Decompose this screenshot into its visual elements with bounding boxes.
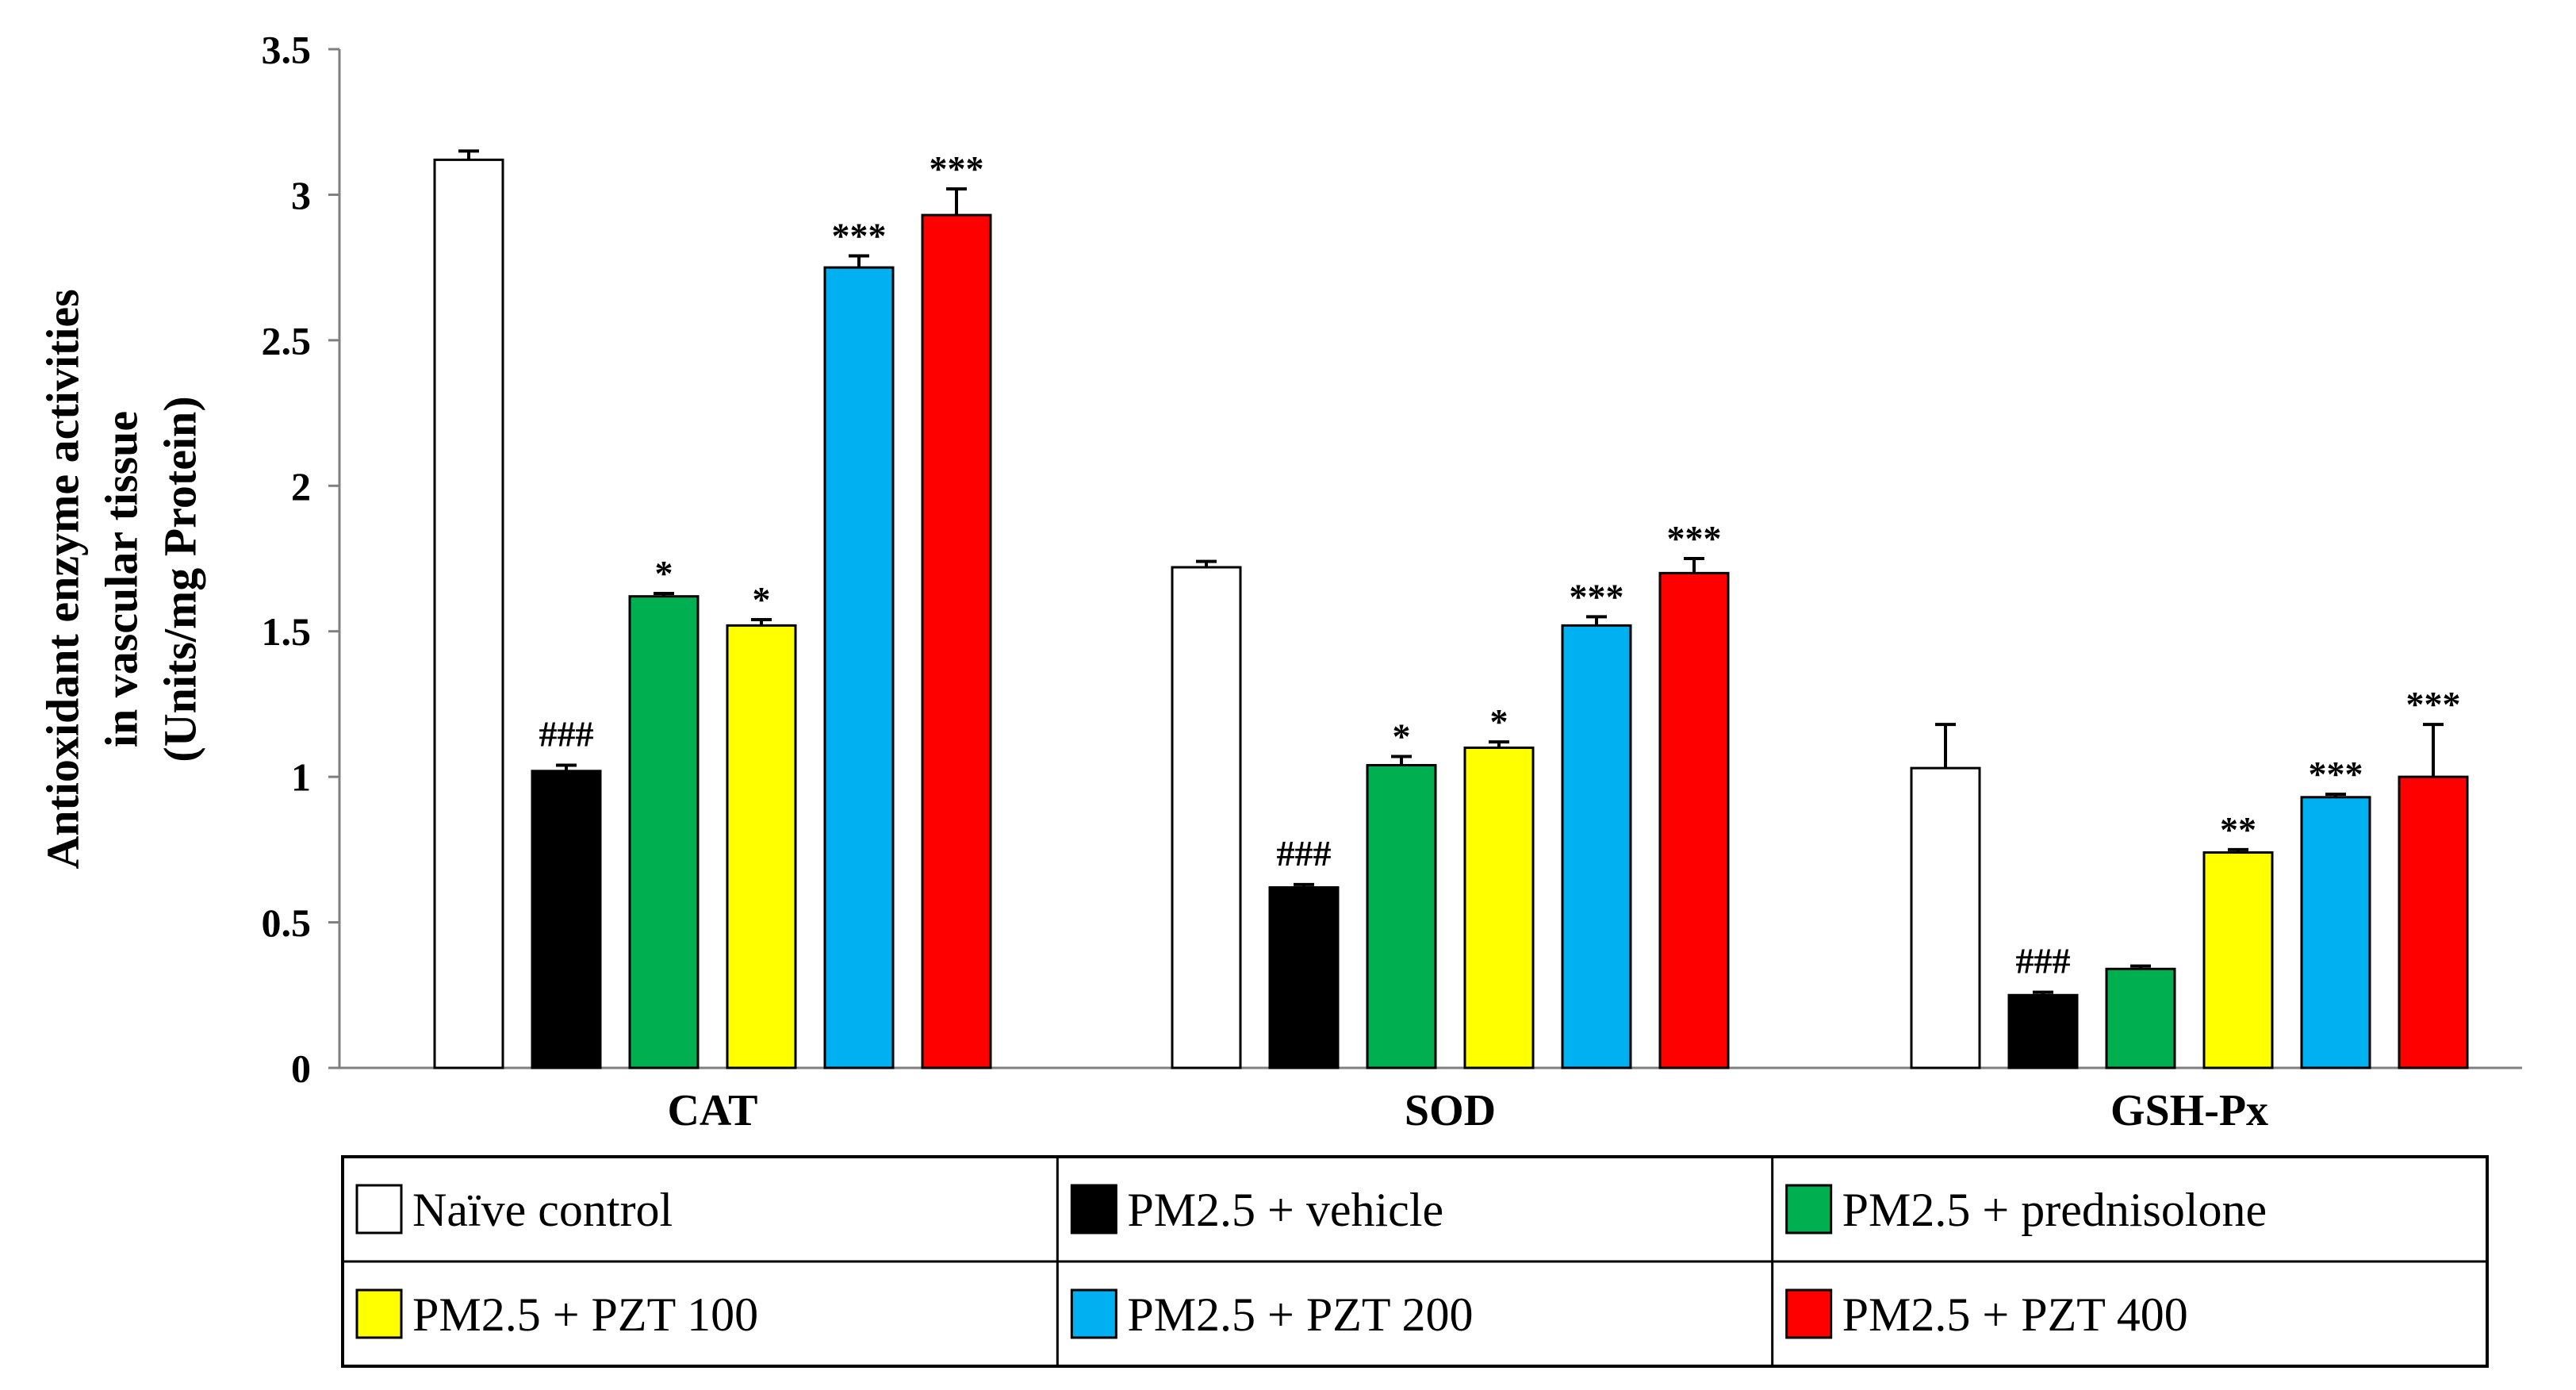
x-category-label: CAT (667, 1086, 757, 1135)
legend-swatch (355, 1184, 403, 1234)
bar (1561, 624, 1632, 1069)
significance-label: * (753, 579, 771, 620)
bar (921, 213, 992, 1069)
significance-label: *** (930, 148, 984, 189)
bar (2007, 993, 2079, 1069)
bar (726, 624, 797, 1069)
bar (1366, 763, 1437, 1069)
y-axis-label-line: (Units/mg Protein) (154, 396, 205, 762)
bar (628, 595, 700, 1069)
significance-label: * (1490, 701, 1508, 742)
significance-label: *** (1570, 576, 1624, 616)
y-tick-label: 3 (291, 173, 311, 217)
bars: ###********###* *******###******** (433, 148, 2469, 1069)
y-tick-label: 1 (291, 755, 311, 800)
significance-label: *** (832, 215, 887, 255)
bar (2105, 967, 2176, 1069)
y-tick-label: 0 (291, 1046, 311, 1091)
bar (2300, 796, 2371, 1069)
legend-swatch (1070, 1184, 1117, 1234)
y-axis-label: Antioxidant enzyme activities in vascular… (36, 289, 205, 869)
bar (1171, 566, 1242, 1069)
y-axis-label-line: in vascular tissue (95, 411, 147, 747)
y-tick-label: 3.5 (262, 28, 312, 72)
bar (2398, 775, 2469, 1069)
significance-label: *** (2309, 754, 2363, 794)
legend-label: PM2.5 + PZT 200 (1127, 1288, 1473, 1341)
y-axis-label-line: Antioxidant enzyme activities (36, 289, 88, 869)
legend-swatch (1785, 1288, 1833, 1339)
category-labels: CAT SOD GSH-Px (667, 1086, 2268, 1135)
bar (1910, 766, 1981, 1069)
bar (823, 266, 895, 1069)
significance-label: *** (2406, 684, 2461, 724)
significance-label: * (1393, 716, 1411, 756)
bar (1463, 746, 1535, 1069)
y-tick-label: 0.5 (262, 900, 312, 945)
legend-swatch (355, 1288, 403, 1339)
significance-label: ### (1277, 833, 1332, 874)
y-tick-label: 2 (291, 464, 311, 509)
legend-label: PM2.5 + vehicle (1127, 1184, 1443, 1236)
legend-label: Naïve control (412, 1184, 673, 1236)
bar (1658, 571, 1730, 1069)
significance-label: ** (2220, 809, 2256, 850)
bar (531, 770, 602, 1069)
bar (433, 158, 504, 1069)
bar (2202, 851, 2274, 1069)
x-category-label: GSH-Px (2110, 1086, 2268, 1135)
y-tick-label: 1.5 (262, 609, 312, 654)
legend-label: PM2.5 + PZT 100 (412, 1288, 758, 1341)
y-tick-label: 2.5 (262, 318, 312, 363)
x-category-label: SOD (1405, 1086, 1496, 1135)
legend: Naïve control PM2.5 + vehicle PM2.5 + pred… (341, 1155, 2489, 1368)
legend-label: PM2.5 + prednisolone (1842, 1184, 2267, 1236)
significance-label: ### (539, 713, 594, 754)
bar (1268, 886, 1340, 1069)
axes: 0 0.5 1 1.5 2 2.5 3 3.5 (262, 28, 2522, 1091)
legend-label: PM2.5 + PZT 400 (1842, 1288, 2188, 1341)
legend-swatch (1785, 1184, 1833, 1234)
legend-swatch (1070, 1288, 1117, 1339)
significance-label: ### (2016, 941, 2071, 981)
significance-label: *** (1667, 518, 1722, 559)
significance-label: * (655, 553, 673, 593)
